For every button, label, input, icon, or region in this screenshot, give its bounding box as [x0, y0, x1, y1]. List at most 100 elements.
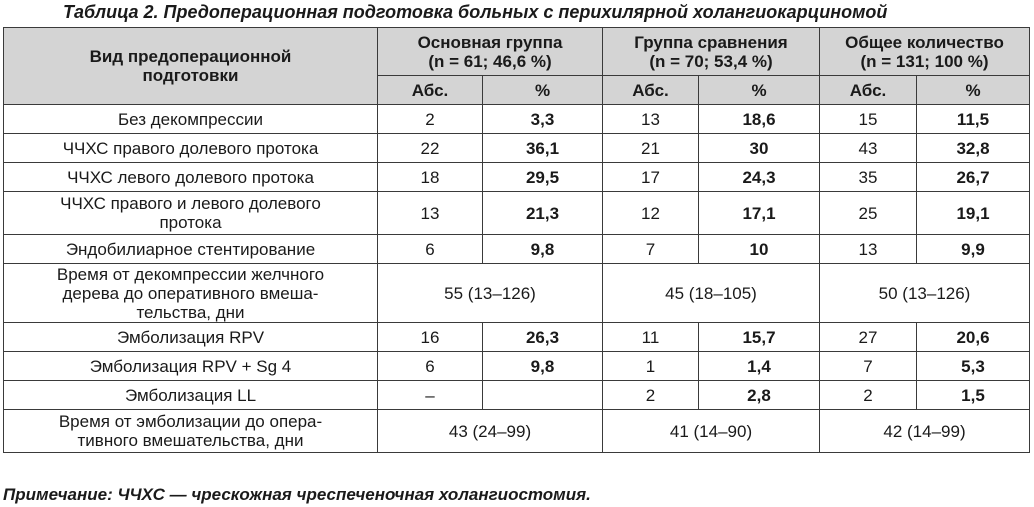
- row-label-line: ЧЧХС правого и левого долевого: [60, 194, 321, 213]
- table-row: Эндобилиарное стентирование 6 9,8 7 10 13 9,9: [3, 234, 1030, 264]
- abs-header: Абс.: [602, 75, 699, 105]
- abs-cell: 13: [602, 104, 699, 134]
- abs-cell: 18: [377, 162, 483, 192]
- abs-cell: 27: [819, 322, 917, 352]
- group-header-comparison: Группа сравнения (n = 70; 53,4 %): [602, 27, 820, 76]
- table-row: Эмболизация RPV + Sg 4 6 9,8 1 1,4 7 5,3: [3, 351, 1030, 381]
- table-row: ЧЧХС левого долевого протока 18 29,5 17 24,3…: [3, 162, 1030, 192]
- pct-cell: 11,5: [916, 104, 1030, 134]
- row-label-line: дерева до оперативного вмеша-: [62, 283, 319, 303]
- row-label-line: ЧЧХС левого долевого протока: [67, 167, 314, 187]
- pct-cell: 18,6: [698, 104, 820, 134]
- pct-cell: 32,8: [916, 133, 1030, 163]
- table-row: Эмболизация RPV 16 26,3 11 15,7 27 20,6: [3, 322, 1030, 352]
- table-row: Эмболизация LL –2 2,8 2 1,5: [3, 380, 1030, 410]
- abs-cell: 2: [602, 380, 699, 410]
- abs-cell: 2: [819, 380, 917, 410]
- pct-header: %: [698, 75, 820, 105]
- preoperative-preparation-table: Вид предоперационной подготовки Основная…: [3, 27, 1030, 453]
- abs-cell: 6: [377, 351, 483, 381]
- merged-cell: 41 (14–90): [602, 409, 820, 453]
- pct-cell: 3,3: [482, 104, 603, 134]
- pct-cell: 1,5: [916, 380, 1030, 410]
- row-label-line: Время от декомпрессии желчного: [56, 264, 325, 284]
- merged-cell: 43 (24–99): [377, 409, 603, 453]
- group-header-total: Общее количество (n = 131; 100 %): [819, 27, 1030, 76]
- merged-cell: 45 (18–105): [602, 263, 820, 323]
- row-label: Время от декомпрессии желчного дерева до …: [3, 263, 378, 323]
- pct-cell: 9,9: [916, 234, 1030, 264]
- abs-cell: 6: [377, 234, 483, 264]
- pct-cell: 5,3: [916, 351, 1030, 381]
- row-label-header: Вид предоперационной подготовки: [3, 27, 378, 105]
- row-label-header-line: Вид предоперационной: [89, 47, 292, 66]
- pct-cell: 1,4: [698, 351, 820, 381]
- abs-cell: 7: [602, 234, 699, 264]
- pct-cell: 15,7: [698, 322, 820, 352]
- abs-cell: 11: [602, 322, 699, 352]
- pct-cell: 17,1: [698, 191, 820, 235]
- table-row: Без декомпрессии 2 3,3 13 18,6 15 11,5: [3, 104, 1030, 134]
- abs-cell: 15: [819, 104, 917, 134]
- table-note: Примечание: ЧЧХС — чрескожная чреспечено…: [3, 485, 591, 504]
- pct-cell: 10: [698, 234, 820, 264]
- group-n: (n = 61; 46,6 %): [428, 51, 552, 71]
- row-label: ЧЧХС правого долевого протока: [3, 133, 378, 163]
- pct-cell: 24,3: [698, 162, 820, 192]
- pct-cell: 2,8: [698, 380, 820, 410]
- table-caption: Таблица 2. Предоперационная подготовка б…: [63, 2, 888, 22]
- pct-cell: 26,3: [482, 322, 603, 352]
- row-label-line: Эмболизация RPV + Sg 4: [89, 356, 292, 376]
- pct-cell: [482, 380, 603, 410]
- row-label-line: ЧЧХС правого долевого протока: [62, 138, 319, 158]
- row-label-header-line: подготовки: [142, 66, 239, 85]
- group-n: (n = 70; 53,4 %): [649, 51, 773, 71]
- abs-cell: 22: [377, 133, 483, 163]
- abs-cell: 21: [602, 133, 699, 163]
- row-label-line: тивного вмешательства, дни: [77, 431, 304, 450]
- abs-header: Абс.: [819, 75, 917, 105]
- pct-cell: 9,8: [482, 234, 603, 264]
- table-row: Время от декомпрессии желчного дерева до …: [3, 263, 1030, 323]
- pct-cell: 30: [698, 133, 820, 163]
- abs-cell: 16: [377, 322, 483, 352]
- row-label-line: Эмболизация RPV: [116, 327, 265, 347]
- abs-cell: 13: [819, 234, 917, 264]
- group-name: Основная группа: [417, 32, 563, 52]
- row-label: Без декомпрессии: [3, 104, 378, 134]
- row-label: Эмболизация RPV + Sg 4: [3, 351, 378, 381]
- table-row: ЧЧХС правого и левого долевого протока 13 2…: [3, 191, 1030, 235]
- abs-cell: 17: [602, 162, 699, 192]
- abs-cell: –: [377, 380, 483, 410]
- group-name: Общее количество: [845, 32, 1004, 52]
- pct-cell: 21,3: [482, 191, 603, 235]
- row-label: Эмболизация RPV: [3, 322, 378, 352]
- pct-cell: 9,8: [482, 351, 603, 381]
- row-label-line: Эндобилиарное стентирование: [65, 239, 316, 259]
- abs-cell: 7: [819, 351, 917, 381]
- table-row: ЧЧХС правого долевого протока 22 36,1 21 30 4…: [3, 133, 1030, 163]
- pct-cell: 36,1: [482, 133, 603, 163]
- row-label-line: Время от эмболизации до опера-: [58, 412, 323, 431]
- merged-cell: 42 (14–99): [819, 409, 1030, 453]
- row-label: Эмболизация LL: [3, 380, 378, 410]
- pct-cell: 26,7: [916, 162, 1030, 192]
- pct-header: %: [482, 75, 603, 105]
- abs-cell: 25: [819, 191, 917, 235]
- row-label: Эндобилиарное стентирование: [3, 234, 378, 264]
- pct-header: %: [916, 75, 1030, 105]
- row-label: ЧЧХС левого долевого протока: [3, 162, 378, 192]
- group-header-main: Основная группа (n = 61; 46,6 %): [377, 27, 603, 76]
- pct-cell: 29,5: [482, 162, 603, 192]
- abs-cell: 2: [377, 104, 483, 134]
- row-label: ЧЧХС правого и левого долевого протока: [3, 191, 378, 235]
- merged-cell: 50 (13–126): [819, 263, 1030, 323]
- merged-cell: 55 (13–126): [377, 263, 603, 323]
- row-label-line: протока: [159, 213, 222, 232]
- abs-cell: 35: [819, 162, 917, 192]
- abs-cell: 13: [377, 191, 483, 235]
- abs-cell: 1: [602, 351, 699, 381]
- abs-cell: 43: [819, 133, 917, 163]
- row-label-line: тельства, дни: [136, 302, 245, 322]
- group-n: (n = 131; 100 %): [860, 51, 989, 71]
